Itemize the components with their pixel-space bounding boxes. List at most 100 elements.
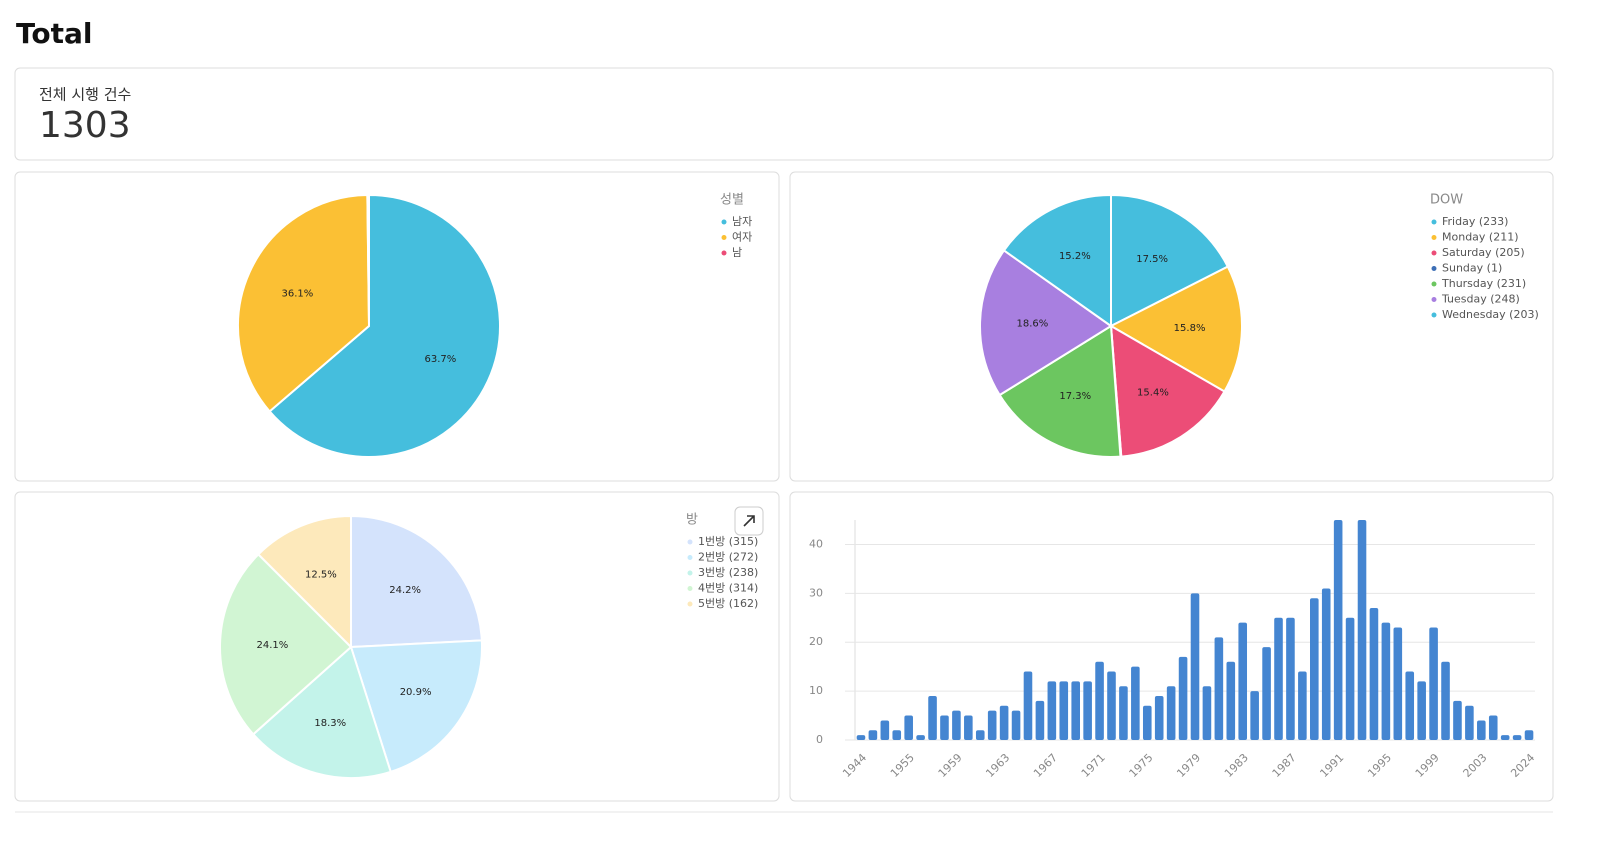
bar: [1011, 710, 1021, 740]
stat-label: 전체 시행 건수: [39, 86, 131, 104]
bar: [1381, 622, 1391, 740]
bar: [1321, 588, 1331, 740]
bar: [1166, 686, 1176, 740]
bar: [1298, 671, 1307, 740]
pie-slice: [1109, 324, 1226, 458]
bar: [1131, 666, 1140, 740]
bar: [1405, 671, 1415, 740]
bar: [1477, 720, 1486, 740]
slice-label: 18.3%: [314, 718, 346, 729]
bar: [916, 735, 925, 740]
pie-slice: [219, 552, 353, 736]
bar: [1071, 681, 1080, 740]
slice-label: 15.4%: [1137, 387, 1169, 398]
y-tick-label: 30: [809, 586, 823, 599]
pie-slice: [256, 514, 352, 650]
legend-swatch: [1431, 235, 1437, 240]
legend-title: DOW: [1430, 193, 1463, 208]
pie-slice: [366, 193, 370, 327]
y-tick-label: 40: [809, 537, 823, 550]
expand-button[interactable]: [734, 506, 764, 536]
legend-label: 남자: [732, 215, 752, 228]
slice-label: 17.5%: [1136, 254, 1168, 265]
legend-swatch: [1431, 297, 1437, 302]
bar: [1047, 681, 1057, 740]
bar: [1274, 617, 1283, 740]
bar: [1369, 608, 1379, 740]
y-tick-label: 10: [809, 684, 823, 697]
bar: [1107, 671, 1116, 740]
legend-label: Tuesday (248): [1441, 293, 1520, 306]
slice-label: 18.6%: [1017, 319, 1049, 330]
stat-card: [14, 67, 1554, 161]
bar: [868, 730, 878, 740]
legend-swatch: [687, 539, 693, 545]
bar: [1512, 735, 1522, 740]
bar: [1190, 593, 1200, 740]
legend-title: 방: [686, 513, 698, 528]
legend-label: 3번방 (238): [698, 566, 758, 579]
bar: [1023, 671, 1033, 740]
stat-value: 1303: [39, 105, 131, 146]
legend-label: Friday (233): [1442, 215, 1508, 228]
bar: [1095, 661, 1104, 740]
slice-label: 12.5%: [305, 569, 337, 580]
legend-swatch: [687, 570, 693, 576]
legend-title: 성별: [720, 193, 744, 208]
pie-slice: [1108, 265, 1243, 393]
legend-swatch: [687, 555, 693, 560]
y-tick-label: 20: [809, 635, 823, 648]
legend-swatch: [721, 250, 727, 256]
bar: [1250, 691, 1259, 740]
legend-label: Monday (211): [1442, 231, 1519, 244]
bar: [1465, 705, 1474, 740]
pie-slice: [979, 249, 1113, 397]
bar: [1488, 715, 1498, 740]
legend-label: Saturday (205): [1442, 246, 1525, 259]
legend-label: 여자: [732, 231, 752, 244]
bar: [1119, 686, 1128, 740]
pie-slice: [349, 639, 483, 774]
legend-swatch: [687, 601, 693, 607]
bar: [1345, 617, 1355, 740]
bar: [1083, 681, 1092, 740]
legend-swatch: [1431, 219, 1437, 225]
slice-label: 63.7%: [425, 354, 457, 365]
bar: [1142, 705, 1152, 740]
bar: [940, 715, 949, 740]
legend-swatch: [1431, 312, 1437, 318]
bar: [1059, 681, 1069, 740]
legend-swatch: [721, 219, 727, 225]
legend-label: Sunday (1): [1442, 262, 1502, 275]
bar: [856, 735, 866, 740]
bar: [1226, 661, 1236, 740]
slice-label: 15.2%: [1059, 251, 1091, 262]
bar: [1417, 681, 1426, 740]
legend-swatch: [721, 235, 727, 240]
bar: [892, 730, 902, 740]
bar: [1035, 700, 1045, 740]
legend-label: Wednesday (203): [1442, 308, 1539, 321]
bar: [1202, 686, 1212, 740]
slice-label: 20.9%: [400, 687, 432, 698]
legend-label: Thursday (231): [1441, 277, 1526, 290]
legend-swatch: [1431, 281, 1437, 287]
legend-label: 2번방 (272): [698, 551, 758, 564]
bar: [987, 710, 997, 740]
bar: [904, 715, 913, 740]
slice-label: 17.3%: [1059, 391, 1091, 402]
slice-label: 24.1%: [257, 640, 289, 651]
legend-label: 4번방 (314): [698, 582, 758, 595]
bar: [1262, 647, 1271, 740]
slice-label: 24.2%: [389, 585, 421, 596]
pie-slice: [1002, 193, 1112, 328]
slice-label: 36.1%: [281, 289, 313, 300]
legend-label: 5번방 (162): [698, 597, 758, 610]
pie-slice: [237, 193, 371, 413]
legend-swatch: [1431, 250, 1437, 256]
legend-label: 1번방 (315): [698, 535, 758, 548]
y-tick-label: 0: [816, 733, 823, 746]
bar: [964, 715, 973, 740]
pie-slice: [268, 193, 501, 458]
